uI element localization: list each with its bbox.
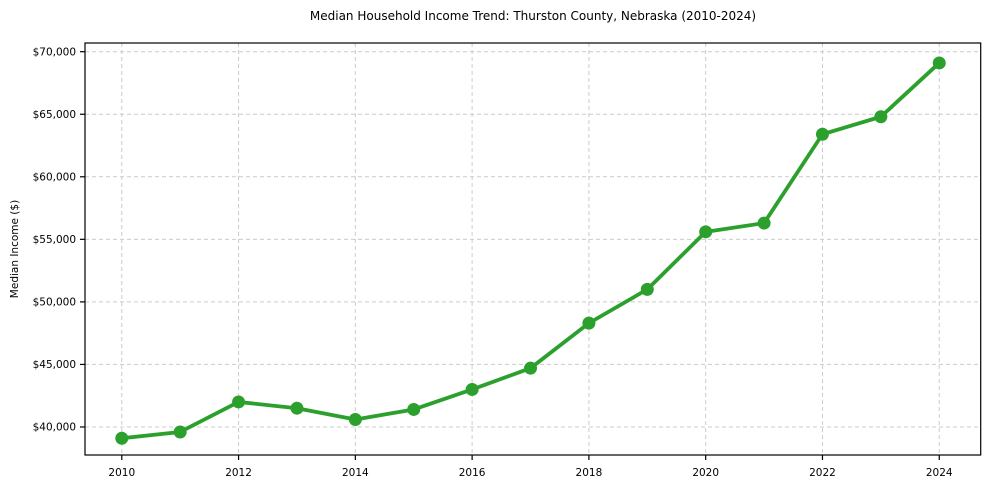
y-tick-label: $45,000	[33, 359, 76, 371]
x-tick-label: 2012	[225, 467, 252, 479]
x-tick-label: 2020	[692, 467, 719, 479]
data-point	[932, 56, 946, 70]
y-tick-label: $50,000	[33, 297, 76, 309]
chart-title: Median Household Income Trend: Thurston …	[309, 9, 757, 23]
data-point	[699, 225, 713, 239]
y-tick-label: $55,000	[33, 234, 76, 246]
data-point	[874, 110, 888, 124]
trend-line	[119, 61, 942, 441]
data-point	[524, 361, 538, 375]
y-tick-label: $60,000	[33, 171, 76, 183]
y-tick-label: $65,000	[33, 109, 76, 121]
x-tick-label: 2014	[342, 467, 369, 479]
y-tick-label: $70,000	[33, 46, 76, 58]
plot-border	[84, 42, 982, 456]
data-point	[173, 425, 187, 439]
x-tick-label: 2010	[108, 467, 135, 479]
data-point	[465, 382, 479, 396]
x-tick-label: 2018	[576, 467, 603, 479]
x-tick-label: 2024	[926, 467, 953, 479]
data-point	[232, 395, 246, 409]
data-point	[290, 401, 304, 415]
data-point	[640, 282, 654, 296]
x-tick-label: 2022	[809, 467, 836, 479]
data-point	[407, 402, 421, 416]
data-point	[757, 216, 771, 230]
data-point	[348, 412, 362, 426]
data-point	[815, 127, 829, 141]
data-point	[115, 431, 129, 445]
x-tick-label: 2016	[459, 467, 486, 479]
y-tick-label: $40,000	[33, 422, 76, 434]
data-point	[582, 316, 596, 330]
